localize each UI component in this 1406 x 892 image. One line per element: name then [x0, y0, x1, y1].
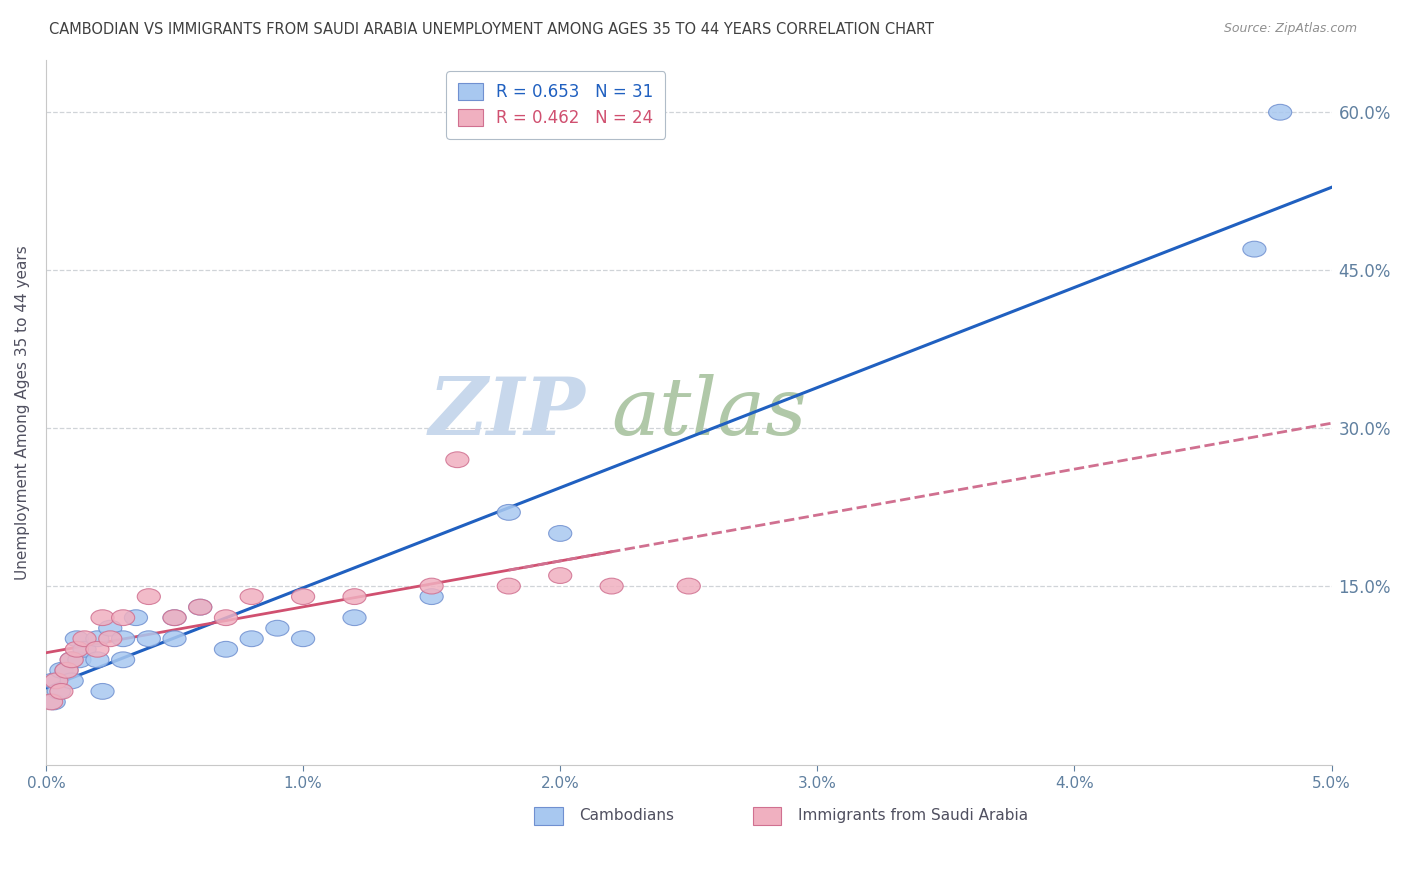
Legend: R = 0.653   N = 31, R = 0.462   N = 24: R = 0.653 N = 31, R = 0.462 N = 24 — [447, 71, 665, 138]
Ellipse shape — [39, 694, 63, 710]
Ellipse shape — [111, 652, 135, 668]
Ellipse shape — [600, 578, 623, 594]
Ellipse shape — [124, 610, 148, 625]
Ellipse shape — [73, 641, 96, 657]
Ellipse shape — [91, 610, 114, 625]
Ellipse shape — [48, 683, 70, 699]
Ellipse shape — [163, 610, 186, 625]
Ellipse shape — [420, 578, 443, 594]
Ellipse shape — [55, 663, 79, 678]
Ellipse shape — [73, 631, 96, 647]
Ellipse shape — [60, 652, 83, 668]
Ellipse shape — [98, 631, 122, 647]
Ellipse shape — [65, 641, 89, 657]
Ellipse shape — [60, 673, 83, 689]
Ellipse shape — [65, 631, 89, 647]
Ellipse shape — [420, 589, 443, 605]
Ellipse shape — [86, 652, 110, 668]
Ellipse shape — [188, 599, 212, 615]
Ellipse shape — [42, 694, 65, 710]
Text: Cambodians: Cambodians — [579, 807, 675, 822]
Ellipse shape — [498, 505, 520, 520]
Y-axis label: Unemployment Among Ages 35 to 44 years: Unemployment Among Ages 35 to 44 years — [15, 245, 30, 580]
Ellipse shape — [446, 452, 470, 467]
Ellipse shape — [86, 631, 110, 647]
Text: CAMBODIAN VS IMMIGRANTS FROM SAUDI ARABIA UNEMPLOYMENT AMONG AGES 35 TO 44 YEARS: CAMBODIAN VS IMMIGRANTS FROM SAUDI ARABI… — [49, 22, 934, 37]
Ellipse shape — [1268, 104, 1292, 120]
Ellipse shape — [163, 631, 186, 647]
Ellipse shape — [55, 663, 79, 678]
Ellipse shape — [49, 663, 73, 678]
Ellipse shape — [214, 641, 238, 657]
Ellipse shape — [49, 683, 73, 699]
Text: Immigrants from Saudi Arabia: Immigrants from Saudi Arabia — [799, 807, 1028, 822]
Ellipse shape — [60, 652, 83, 668]
Ellipse shape — [138, 631, 160, 647]
Text: Source: ZipAtlas.com: Source: ZipAtlas.com — [1223, 22, 1357, 36]
Ellipse shape — [678, 578, 700, 594]
Ellipse shape — [291, 631, 315, 647]
Ellipse shape — [266, 620, 290, 636]
Ellipse shape — [548, 525, 572, 541]
FancyBboxPatch shape — [754, 807, 782, 825]
Ellipse shape — [67, 652, 91, 668]
Ellipse shape — [548, 567, 572, 583]
FancyBboxPatch shape — [534, 807, 562, 825]
Ellipse shape — [91, 683, 114, 699]
Ellipse shape — [343, 610, 366, 625]
Ellipse shape — [45, 673, 67, 689]
Ellipse shape — [98, 620, 122, 636]
Ellipse shape — [163, 610, 186, 625]
Ellipse shape — [291, 589, 315, 605]
Ellipse shape — [240, 589, 263, 605]
Ellipse shape — [498, 578, 520, 594]
Ellipse shape — [42, 673, 65, 689]
Ellipse shape — [214, 610, 238, 625]
Ellipse shape — [138, 589, 160, 605]
Ellipse shape — [111, 610, 135, 625]
Ellipse shape — [188, 599, 212, 615]
Text: ZIP: ZIP — [429, 374, 586, 451]
Ellipse shape — [86, 641, 110, 657]
Ellipse shape — [240, 631, 263, 647]
Ellipse shape — [111, 631, 135, 647]
Text: atlas: atlas — [612, 374, 807, 451]
Ellipse shape — [1243, 241, 1265, 257]
Ellipse shape — [343, 589, 366, 605]
